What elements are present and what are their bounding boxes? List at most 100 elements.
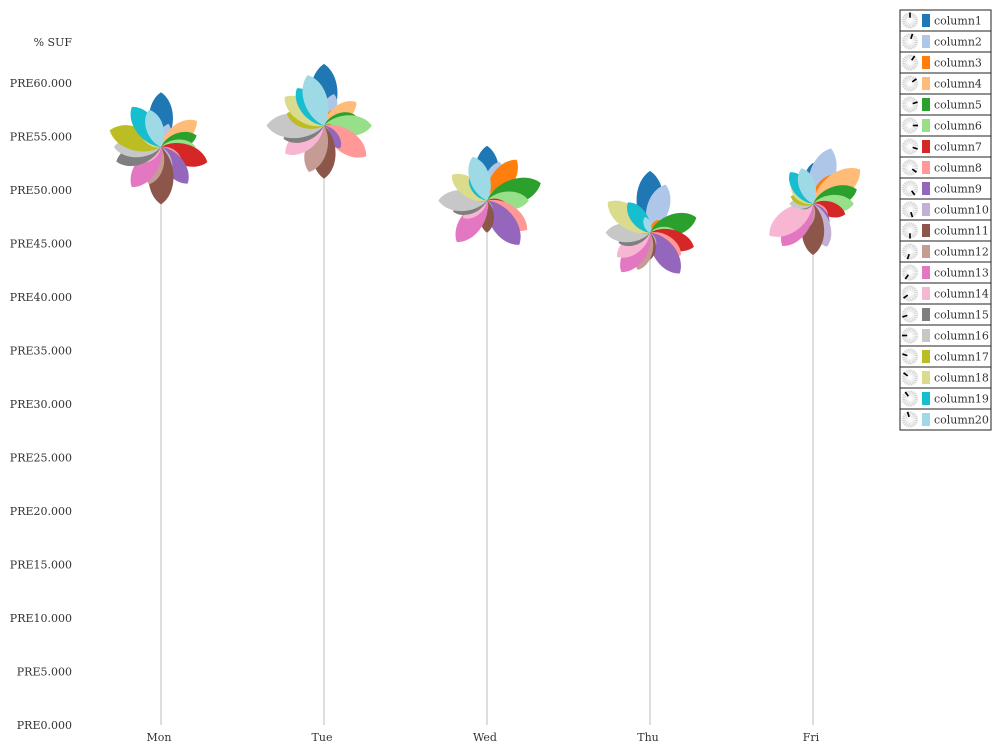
legend-swatch [922,245,930,258]
y-tick-label: PRE40.000 [10,291,72,304]
stems [160,125,814,725]
petal-column17 [109,125,161,152]
dial-icon [902,348,918,365]
legend-item-column10: column10 [899,198,992,221]
legend-label: column3 [934,57,982,70]
legend-label: column1 [934,15,982,28]
legend-label: column16 [934,330,989,343]
legend-item-column16: column16 [899,324,992,347]
legend-swatch [922,413,930,426]
y-tick-label: PRE15.000 [10,558,72,571]
x-tick-label: Wed [473,731,497,744]
y-tick-label: PRE0.000 [17,719,72,732]
dial-icon [902,201,918,218]
dial-icon [902,243,918,260]
y-tick-label: PRE10.000 [10,612,72,625]
dial-icon [902,180,918,197]
petal-column20 [643,216,652,233]
legend-item-column5: column5 [899,93,992,116]
legend-label: column13 [934,267,989,280]
legend-label: column8 [934,162,982,175]
legend-swatch [922,14,930,27]
legend-swatch [922,287,930,300]
legend-label: column2 [934,36,982,49]
dial-icon [902,411,918,428]
y-tick-label: PRE60.000 [10,77,72,90]
legend-swatch [922,266,930,279]
legend-swatch [922,182,930,195]
legend-label: column4 [934,78,982,91]
legend-item-column17: column17 [899,345,992,368]
petal-column9 [486,200,521,245]
legend-item-column2: column2 [899,30,992,53]
x-axis: Mon Tue Wed Thu Fri [147,731,820,744]
legend-item-column3: column3 [899,51,992,74]
legend-item-column15: column15 [899,303,992,326]
flower-wed [438,145,541,245]
flower-mon [109,92,208,205]
y-tick-label: PRE50.000 [10,184,72,197]
dial-icon [902,12,918,29]
legend-swatch [922,77,930,90]
dial-icon [902,96,918,113]
legend-item-column11: column11 [899,219,992,242]
legend-label: column20 [934,414,989,427]
y-axis-title: % SUF [34,36,73,49]
dial-icon [902,75,918,92]
legend-swatch [922,161,930,174]
dial-icon [902,138,918,155]
legend-label: column15 [934,309,989,322]
dial-icon [902,159,918,176]
y-tick-label: PRE55.000 [10,130,72,143]
petal-column20 [797,168,817,204]
legend-swatch [922,350,930,363]
legend-swatch [922,56,930,69]
y-tick-label: PRE35.000 [10,344,72,357]
legend-swatch [922,140,930,153]
legend-item-column6: column6 [899,114,992,137]
y-tick-label: PRE45.000 [10,237,72,250]
legend-label: column7 [934,141,982,154]
y-tick-label: PRE25.000 [10,451,72,464]
dial-icon [902,327,918,344]
legend-label: column12 [934,246,989,259]
legend-item-column7: column7 [899,135,992,158]
dial-icon [902,369,918,386]
legend-label: column14 [934,288,989,301]
x-tick-label: Tue [312,731,333,744]
flower-thu [605,170,697,274]
y-tick-label: PRE20.000 [10,505,72,518]
legend-swatch [922,203,930,216]
legend-item-column1: column1 [899,9,992,32]
petal-column20 [468,156,491,201]
legend-swatch [922,308,930,321]
petal-column14 [769,203,813,237]
petal-column2 [645,184,671,233]
legend-label: column9 [934,183,982,196]
y-tick-label: PRE30.000 [10,398,72,411]
legend-swatch [922,392,930,405]
legend: column1 column2 column3 column4 column5 colum… [899,9,992,431]
legend-swatch [922,224,930,237]
dial-icon [902,264,918,281]
legend-item-column13: column13 [899,261,992,284]
legend-item-column14: column14 [899,282,992,305]
legend-item-column19: column19 [899,387,992,410]
dial-icon [902,117,918,134]
dial-icon [902,285,918,302]
legend-swatch [922,371,930,384]
legend-swatch [922,35,930,48]
dial-icon [902,54,918,71]
petal-column9 [649,232,681,274]
x-tick-label: Thu [637,731,659,744]
legend-swatch [922,329,930,342]
flowers [109,63,861,274]
petal-column20 [302,75,329,126]
legend-item-column20: column20 [899,408,992,431]
legend-item-column8: column8 [899,156,992,179]
y-axis: PRE0.000 PRE5.000 PRE10.000 PRE15.000 PRE20.… [10,77,72,732]
legend-label: column18 [934,372,989,385]
dial-icon [902,306,918,323]
petal-column12 [304,125,329,172]
legend-swatch [922,119,930,132]
